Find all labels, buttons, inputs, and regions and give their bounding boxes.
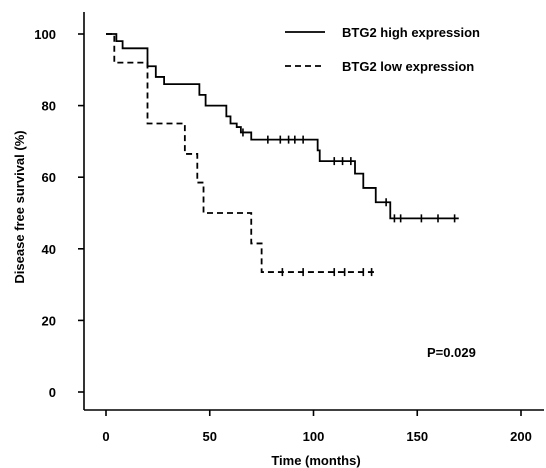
- axis-ticks: 0 20 40 60 80 100 0 50 100 150 200: [34, 27, 532, 444]
- legend-label-high: BTG2 high expression: [342, 25, 480, 40]
- y-tick-label: 60: [42, 170, 56, 185]
- survival-curve: [106, 33, 376, 273]
- legend: BTG2 high expression BTG2 low expression: [285, 25, 480, 74]
- x-tick-label: 200: [510, 429, 532, 444]
- x-tick-label: 100: [303, 429, 325, 444]
- y-tick-label: 100: [34, 27, 56, 42]
- x-tick-label: 150: [406, 429, 428, 444]
- survival-curve: [106, 33, 459, 220]
- y-tick-label: 0: [49, 385, 56, 400]
- x-tick-label: 0: [102, 429, 109, 444]
- y-axis-title: Disease free survival (%): [12, 130, 27, 283]
- y-tick-label: 20: [42, 313, 56, 328]
- x-axis-title: Time (months): [271, 453, 360, 468]
- p-value-annotation: P=0.029: [427, 345, 476, 360]
- series-high-expression: [106, 33, 459, 223]
- y-tick-label: 40: [42, 242, 56, 257]
- y-tick-label: 80: [42, 99, 56, 114]
- series-layer: [106, 33, 459, 277]
- x-tick-label: 50: [203, 429, 217, 444]
- legend-label-low: BTG2 low expression: [342, 59, 474, 74]
- series-low-expression: [106, 33, 376, 277]
